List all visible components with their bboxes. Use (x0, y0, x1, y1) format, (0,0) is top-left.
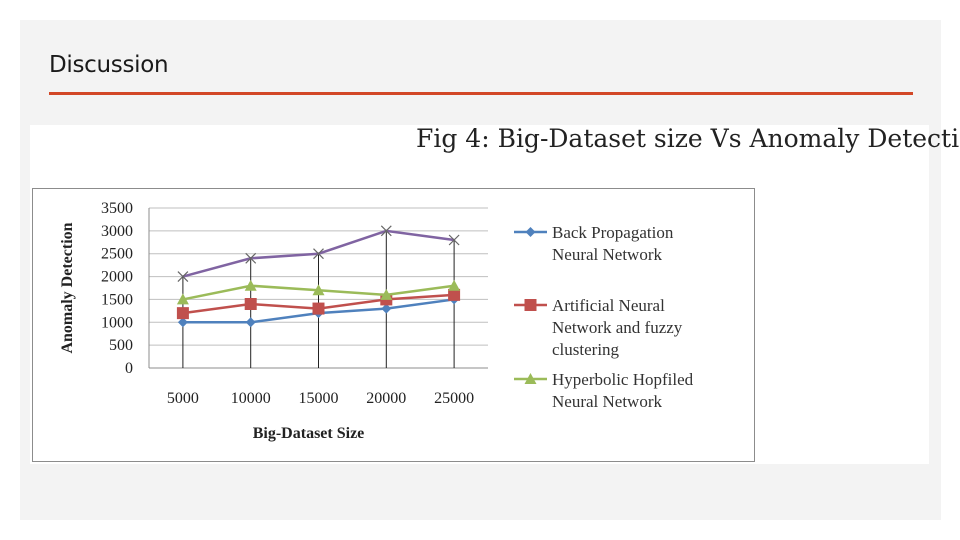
y-axis-title: Anomaly Detection (59, 222, 76, 353)
legend-label: Back Propagation (552, 223, 674, 242)
legend-label: Artificial Neural (552, 296, 665, 315)
slide-title: Discussion (49, 52, 169, 78)
x-tick-label: 25000 (434, 390, 474, 407)
legend-marker-diamond (525, 227, 536, 237)
data-point-triangle (380, 288, 393, 300)
data-point-diamond (381, 303, 392, 314)
y-tick-label: 1000 (101, 314, 133, 331)
x-tick-label: 20000 (366, 390, 406, 407)
legend-label: Neural Network (552, 392, 662, 411)
data-point-diamond (177, 317, 188, 328)
y-tick-label: 0 (125, 360, 133, 377)
y-tick-label: 500 (109, 337, 133, 354)
data-point-square (244, 298, 257, 310)
data-point-square (448, 288, 461, 301)
data-point-square (176, 307, 189, 320)
data-point-triangle (244, 279, 257, 291)
line-chart: 0 500 1000 1500 2000 2500 3000 3500 5000 10000 150… (59, 200, 694, 442)
x-axis-title: Big-Dataset Size (253, 425, 365, 442)
legend-label: Neural Network (552, 245, 662, 264)
legend-marker-triangle (524, 373, 537, 384)
data-point-x (177, 271, 189, 282)
data-point-triangle (312, 284, 325, 296)
x-tick-label: 10000 (231, 390, 271, 407)
legend-label: Hyperbolic Hopfiled (552, 370, 694, 389)
data-point-x (448, 234, 460, 246)
x-tick-label: 15000 (299, 390, 339, 407)
legend-marker-square (524, 299, 537, 311)
y-tick-label: 3000 (101, 223, 133, 240)
data-point-square (312, 302, 325, 315)
y-tick-label: 2000 (101, 269, 133, 286)
data-point-diamond (245, 317, 256, 328)
title-divider (49, 92, 913, 95)
chart-frame: 0 500 1000 1500 2000 2500 3000 3500 5000 10000 150… (32, 188, 755, 462)
y-tick-label: 3500 (101, 200, 133, 217)
legend-label: clustering (552, 340, 620, 359)
data-point-triangle (176, 293, 189, 305)
y-tick-label: 2500 (101, 246, 133, 263)
figure-caption: Fig 4: Big-Dataset size Vs Anomaly Detec… (416, 124, 960, 153)
data-point-triangle (448, 279, 461, 291)
y-tick-label: 1500 (101, 291, 133, 308)
x-tick-label: 5000 (167, 390, 199, 407)
legend-label: Network and fuzzy (552, 318, 683, 337)
data-point-x (245, 252, 257, 264)
data-point-x (313, 248, 324, 260)
data-point-x (380, 225, 392, 237)
